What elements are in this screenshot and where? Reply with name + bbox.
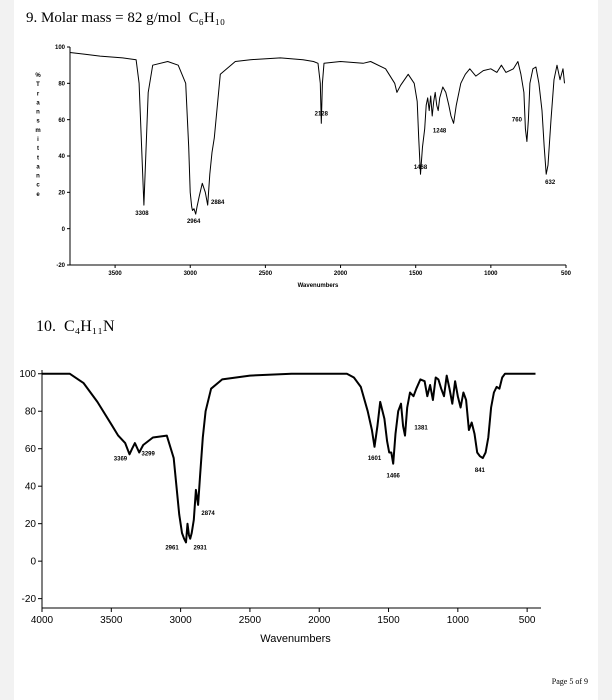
question-number: 9. [26,10,38,26]
peak-label: 2874 [201,511,215,517]
peak-label: 1381 [414,426,428,432]
spectrum-line [42,372,536,544]
y-axis-label-char: T [36,82,40,88]
x-tick-label: 1500 [377,615,400,626]
peak-label: 2961 [165,545,179,551]
peak-label: 3369 [114,456,128,462]
worksheet-page [14,0,598,700]
y-tick-label: 80 [58,81,65,87]
peak-label: 3308 [135,211,149,217]
x-tick-label: 2000 [334,271,348,277]
page-footer: Page 5 of 9 [551,677,588,686]
y-axis-label-char: n [36,110,40,116]
peak-label: 2964 [187,219,201,225]
y-tick-label: 80 [25,407,37,418]
spectrum-line [69,52,565,215]
x-tick-label: 1500 [409,271,423,277]
y-tick-label: 60 [25,444,37,455]
y-axis-label-char: t [37,146,39,152]
y-axis-label-char: m [35,128,40,134]
peak-label: 3299 [141,451,155,457]
y-tick-label: 100 [55,45,66,51]
question-9-title: 9. Molar mass = 82 g/mol C₆H₁₀ [26,10,225,27]
y-tick-label: 0 [62,227,66,233]
y-axis-label-char: c [36,183,40,189]
y-axis-label-char: % [35,73,41,79]
peak-label: 632 [545,180,556,186]
y-tick-label: 40 [25,482,37,493]
question-label: Molar mass = 82 g/mol [41,10,182,26]
y-tick-label: 20 [58,190,65,196]
x-tick-label: 2000 [308,615,331,626]
x-tick-label: 3000 [184,271,198,277]
question-number: 10. [36,318,56,335]
molecular-formula: C₆H₁₀ [188,10,226,26]
y-axis-label-char: n [36,174,40,180]
x-axis-label: Wavenumbers [260,633,331,645]
peak-label: 2884 [211,200,225,206]
molecular-formula: C₄H₁₁N [64,318,115,335]
peak-label: 2931 [193,546,207,552]
x-tick-label: 4000 [31,615,54,626]
x-tick-label: 2500 [239,615,262,626]
y-axis-label-char: s [36,119,40,125]
x-tick-label: 1000 [447,615,470,626]
y-axis-label-char: t [37,155,39,161]
y-axis-label-char: r [37,91,40,97]
x-tick-label: 2500 [259,271,273,277]
x-axis-label: Wavenumbers [298,283,339,289]
y-axis-label-char: a [36,164,40,170]
y-tick-label: 20 [25,519,37,530]
question-10-title: 10. C₄H₁₁N [36,318,115,336]
y-tick-label: -20 [22,594,37,605]
x-tick-label: 500 [561,271,572,277]
y-axis-label-char: a [36,100,40,106]
peak-label: 1466 [387,474,401,480]
y-tick-label: -20 [56,263,65,269]
x-tick-label: 500 [519,615,536,626]
y-axis-label-char: e [36,192,40,198]
y-tick-label: 0 [30,557,36,568]
x-tick-label: 3000 [169,615,192,626]
y-tick-label: 60 [58,118,65,124]
x-tick-label: 3500 [100,615,123,626]
peak-label: 1468 [414,165,428,171]
x-tick-label: 3500 [108,271,122,277]
peak-label: 841 [475,468,486,474]
peak-label: 1248 [433,128,447,134]
y-tick-label: 100 [19,369,36,380]
peak-label: 1601 [368,456,382,462]
x-tick-label: 1000 [484,271,498,277]
peak-label: 760 [512,117,523,123]
y-tick-label: 40 [58,154,65,160]
peak-label: 2128 [315,111,329,117]
y-axis-label-char: i [37,137,39,143]
